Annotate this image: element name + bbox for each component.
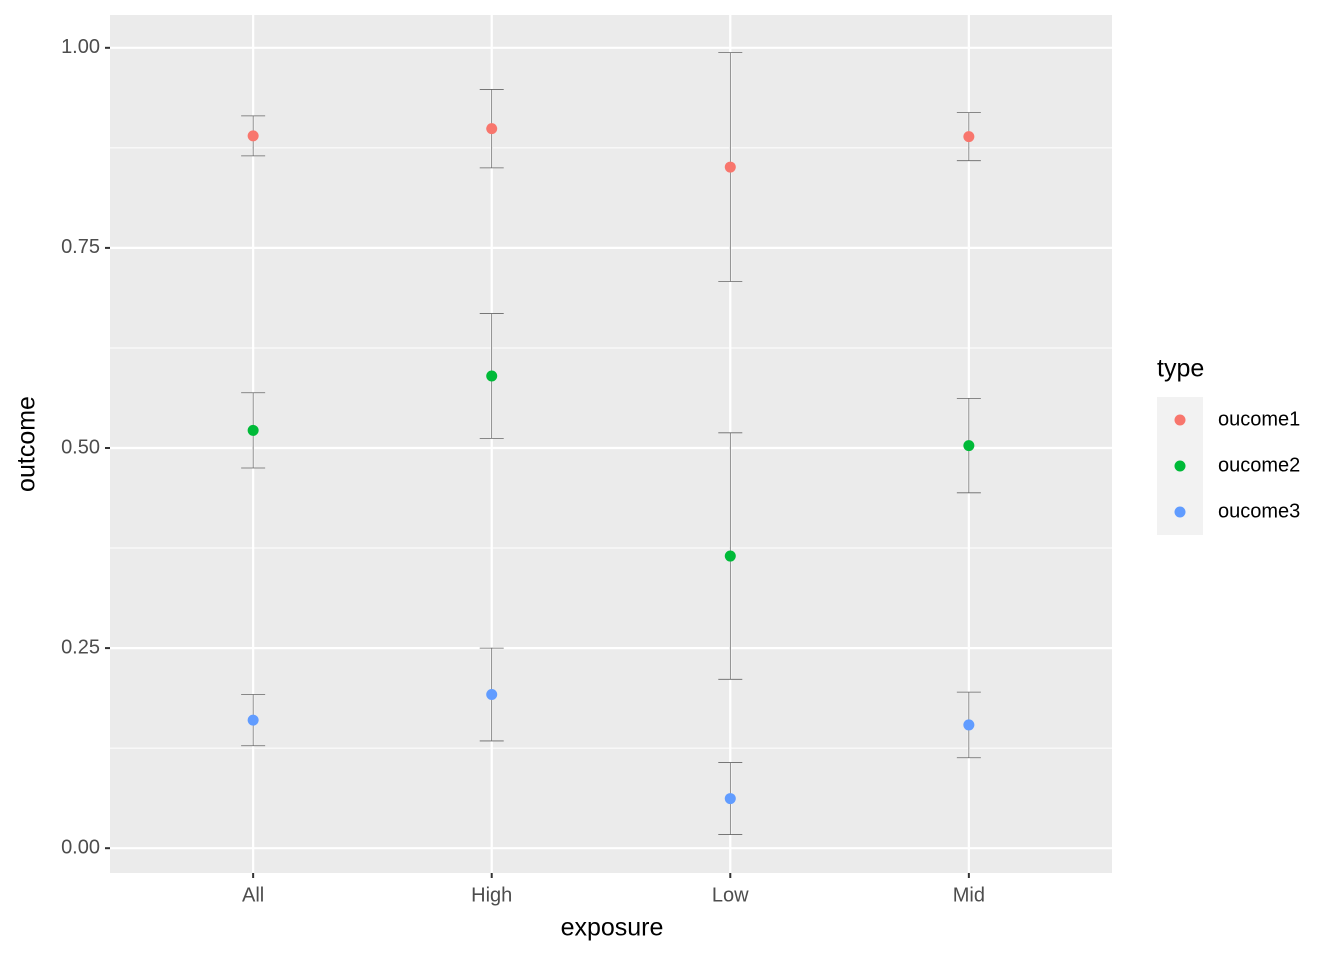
point (486, 689, 498, 701)
x-tick-label: All (242, 884, 264, 906)
legend-label: oucome2 (1218, 454, 1300, 476)
point (963, 440, 975, 452)
point (963, 719, 975, 731)
point (724, 161, 736, 173)
panel (110, 15, 1112, 873)
y-tick-label: 0.50 (61, 436, 100, 458)
x-axis-title: exposure (561, 914, 664, 942)
y-tick-label: 0.00 (61, 836, 100, 858)
point (724, 793, 736, 805)
x-tick-label: High (471, 884, 512, 906)
y-tick-label: 1.00 (61, 36, 100, 58)
point (247, 130, 259, 142)
point (247, 714, 259, 726)
y-axis-title: outcome (13, 396, 41, 492)
point (486, 123, 498, 135)
legend-key (1174, 506, 1186, 518)
point (486, 370, 498, 382)
legend-key (1174, 414, 1186, 426)
x-tick-label: Low (712, 884, 749, 906)
legend-key (1174, 460, 1186, 472)
legend-title: type (1157, 355, 1204, 383)
y-tick-label: 0.25 (61, 636, 100, 658)
point (963, 131, 975, 143)
legend-label: oucome1 (1218, 408, 1300, 430)
point (247, 424, 259, 436)
legend-label: oucome3 (1218, 500, 1300, 522)
point (724, 550, 736, 562)
x-tick-label: Mid (953, 884, 985, 906)
y-tick-label: 0.75 (61, 236, 100, 258)
